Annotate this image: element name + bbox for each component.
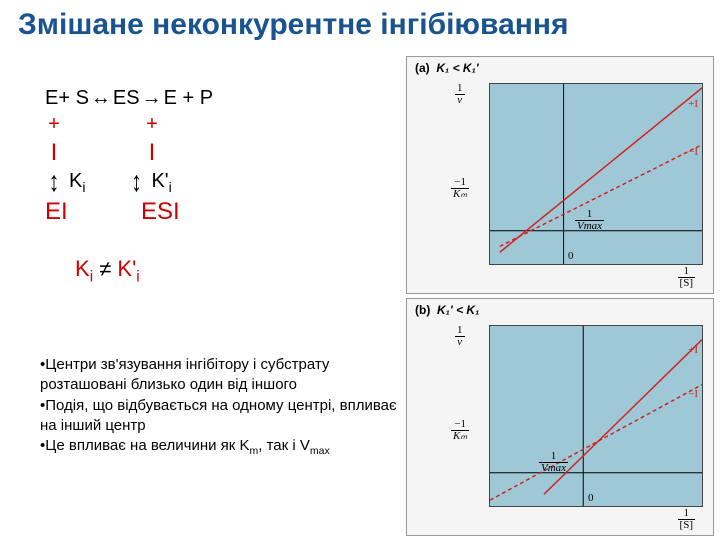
plot-a-area: +I −I 0: [489, 83, 703, 265]
plot-b-xaxis-label: 1[S]: [678, 508, 695, 531]
plots-panel: (a) K₁ < K₁' +I −I 0 1v −1Kₘ 1[S] 1Vmax: [406, 56, 714, 540]
plus-right: +: [143, 111, 161, 137]
plot-a-yaxis-label: 1v: [455, 83, 465, 106]
bullet-3: •Це впливає на величини як Km, так і Vma…: [40, 436, 400, 458]
plot-b-yaxis-label: 1v: [455, 325, 465, 348]
plot-a: (a) K₁ < K₁' +I −I 0 1v −1Kₘ 1[S] 1Vmax: [406, 56, 714, 294]
Kip-label: K'i: [151, 168, 171, 196]
plot-b-area: +I −I 0: [489, 325, 703, 507]
plot-a-plusI: +I: [688, 98, 698, 110]
plot-a-km-label: −1Kₘ: [451, 177, 469, 200]
scheme-line-K: ↕ Ki ↕ K'i: [45, 168, 405, 196]
inequality: Ki ≠ K'i: [75, 256, 405, 286]
plot-a-svg: [490, 84, 702, 264]
arrow-forward: →: [140, 85, 164, 111]
plus-left: +: [45, 111, 63, 137]
sym-EP: E + P: [164, 85, 213, 111]
plot-b-plusI: +I: [688, 344, 698, 356]
plot-b-zero: 0: [588, 492, 594, 504]
scheme-line-I: I I: [45, 137, 405, 168]
plot-b-svg: [490, 326, 702, 506]
page-title: Змішане неконкурентне інгібіювання: [0, 0, 720, 46]
bullet-list: •Центри зв'язування інгібітору і субстра…: [40, 355, 400, 458]
reaction-scheme: E + S ↔ ES → E + P + + I I ↕ Ki ↕ K'i: [45, 85, 405, 286]
plot-b: (b) K₁' < K₁ +I −I 0 1v −1Kₘ 1[S] 1Vmax: [406, 298, 714, 536]
plot-b-header: (b) K₁' < K₁: [415, 303, 479, 317]
plot-a-header: (a) K₁ < K₁': [415, 61, 479, 75]
I-left: I: [45, 137, 63, 168]
I-right: I: [143, 137, 161, 168]
arrow-reversible: ↔: [89, 85, 113, 111]
updown-left-icon: ↕: [45, 168, 63, 197]
sym-ES: ES: [113, 85, 140, 111]
ESI-label: ESI: [141, 196, 180, 227]
Ki-label: Ki: [69, 168, 85, 196]
scheme-line-plus: + +: [45, 111, 405, 137]
bullet-1: •Центри зв'язування інгібітору і субстра…: [40, 355, 400, 396]
plot-a-minusI: −I: [688, 146, 698, 158]
plot-a-zero: 0: [568, 250, 574, 262]
plot-a-vmax-label: 1Vmax: [575, 209, 604, 232]
plot-b-vmax-label: 1Vmax: [539, 451, 568, 474]
plot-b-minusI: −I: [688, 388, 698, 400]
sym-E: E: [45, 85, 58, 111]
scheme-line-1: E + S ↔ ES → E + P: [45, 85, 405, 111]
plot-b-km-label: −1Kₘ: [451, 419, 469, 442]
bullet-2: •Подія, що відбувається на одному центрі…: [40, 396, 400, 437]
plot-a-xaxis-label: 1[S]: [678, 266, 695, 289]
scheme-line-EI: EI ESI: [45, 196, 405, 227]
updown-right-icon: ↕: [127, 168, 145, 197]
sym-plus-S: + S: [58, 85, 89, 111]
EI-label: EI: [45, 196, 85, 227]
